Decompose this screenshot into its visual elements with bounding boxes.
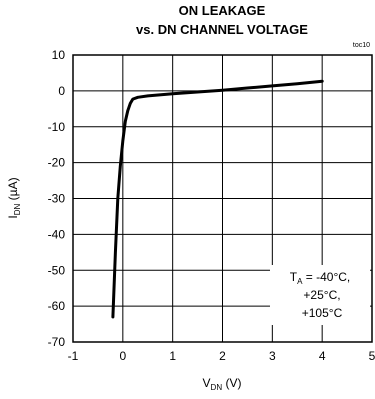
annotation-bg bbox=[270, 265, 370, 325]
annotation-line1-main: T bbox=[290, 270, 298, 284]
annotation-line1: TA = -40°C, bbox=[290, 270, 351, 286]
y-axis-label-main: I bbox=[6, 215, 20, 218]
y-tick-label: 0 bbox=[58, 84, 65, 98]
plot-frame bbox=[72, 54, 373, 343]
y-tick-label: -20 bbox=[48, 156, 66, 170]
x-tick-label: 4 bbox=[319, 349, 326, 363]
chart-tag: toc10 bbox=[353, 42, 370, 49]
y-axis-label-sub: DN bbox=[13, 203, 22, 215]
y-tick-label: -40 bbox=[48, 227, 66, 241]
x-tick-label: 2 bbox=[219, 349, 226, 363]
annotation-line3: +105°C bbox=[302, 306, 343, 320]
y-tick-label: -10 bbox=[48, 120, 66, 134]
series-line bbox=[111, 79, 324, 319]
y-tick-label: 10 bbox=[52, 48, 66, 62]
x-tick-label: 1 bbox=[169, 349, 176, 363]
annotation-line2: +25°C, bbox=[303, 288, 340, 302]
x-axis-label-sub: DN bbox=[211, 383, 223, 392]
y-tick-label: -50 bbox=[48, 263, 66, 277]
y-axis-label: IDN (µA) bbox=[6, 177, 22, 218]
annotation-line1-rest: = -40°C, bbox=[302, 270, 350, 284]
x-axis-label-main: V bbox=[203, 376, 211, 390]
y-tick-label: -30 bbox=[48, 192, 66, 206]
annotation-line1-sub: A bbox=[297, 277, 303, 286]
x-axis-label: VDN (V) bbox=[203, 376, 242, 392]
x-tick-label: -1 bbox=[68, 349, 79, 363]
chart-title-line2: vs. DN CHANNEL VOLTAGE bbox=[136, 22, 308, 37]
y-tick-label: -70 bbox=[48, 335, 66, 349]
x-axis-label-unit: (V) bbox=[222, 376, 241, 390]
x-tick-label: 5 bbox=[369, 349, 375, 363]
x-tick-label: 3 bbox=[269, 349, 276, 363]
y-axis-label-unit: (µA) bbox=[6, 177, 20, 203]
chart-title-line1: ON LEAKAGE bbox=[179, 3, 266, 18]
x-tick-label: 0 bbox=[119, 349, 126, 363]
y-tick-label: -60 bbox=[48, 299, 66, 313]
